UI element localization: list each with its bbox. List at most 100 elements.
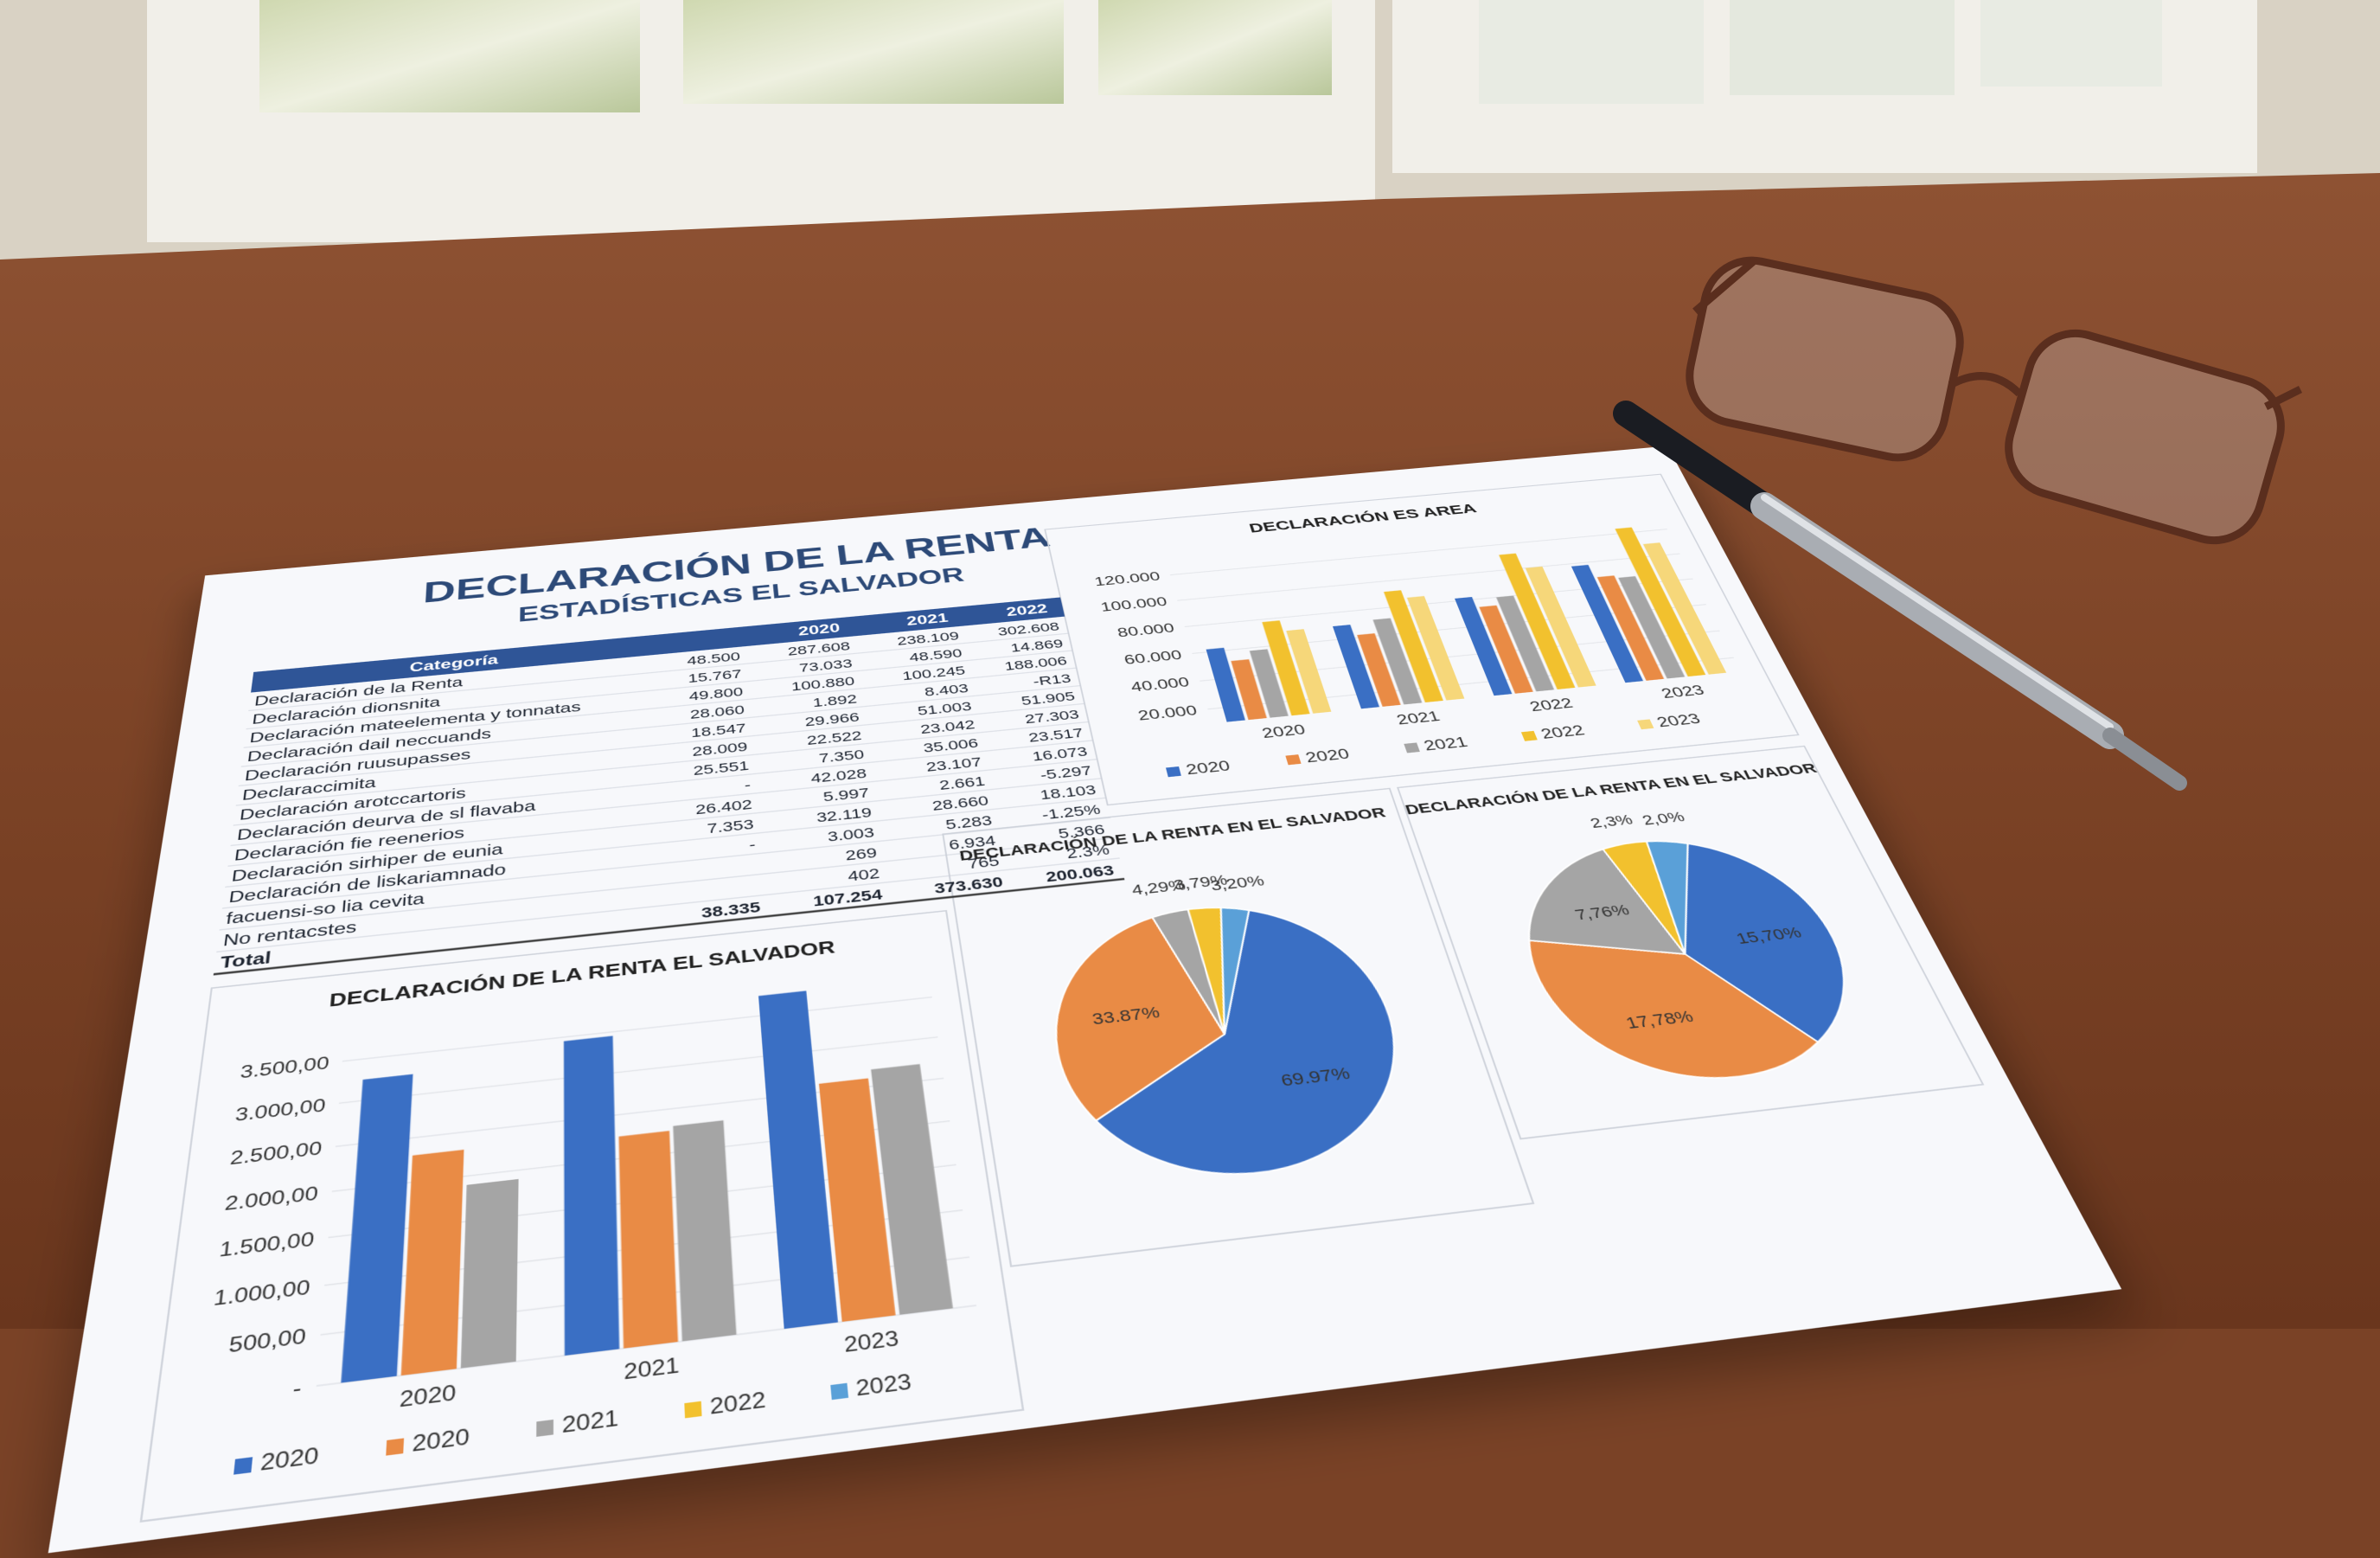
legend-label: 2022: [1539, 723, 1587, 742]
y-tick-label: 1.500,00: [218, 1229, 315, 1262]
table-cell: 48.590: [908, 646, 963, 664]
table-cell: 18.547: [691, 721, 746, 741]
y-tick-label: 60.000: [1123, 648, 1183, 667]
legend-swatch: [536, 1419, 553, 1437]
table-cell: 28.060: [689, 702, 745, 721]
window-pane: [1980, 0, 2162, 87]
table-cell: 42.028: [810, 766, 867, 785]
y-tick-label: 80.000: [1116, 621, 1176, 640]
table-cell: 14.869: [1009, 637, 1064, 655]
pie-label: 2,0%: [1640, 809, 1687, 829]
table-cell: 6.934: [948, 832, 997, 852]
table-cell: 23.042: [919, 717, 976, 736]
chart-title: DECLARACIÓN ES AREA: [1247, 501, 1479, 535]
table-cell: 5.283: [944, 812, 993, 832]
table-cell: 100.880: [790, 674, 855, 694]
table-header: 2020: [797, 621, 841, 638]
x-tick-label: 2020: [399, 1382, 457, 1413]
y-tick-label: 100.000: [1099, 595, 1168, 614]
bar: [563, 1035, 620, 1356]
y-tick-label: 3.000,00: [234, 1095, 326, 1125]
table-cell: 765: [967, 853, 1001, 872]
table-cell: 8.403: [924, 681, 969, 699]
window-pane: [259, 0, 640, 112]
legend-label: 2021: [1422, 734, 1470, 753]
grid-line: [1170, 529, 1667, 575]
table-cell: -R13: [1032, 671, 1072, 689]
pie-slice: [1499, 845, 1686, 970]
table-cell: 32.119: [816, 805, 873, 825]
table-cell: 7.350: [818, 747, 865, 766]
table-cell: 51.003: [917, 699, 973, 718]
table-cell: 2.661: [938, 773, 986, 792]
table-cell: 1.892: [812, 691, 858, 709]
pie-slice: [1525, 915, 1830, 1094]
grid-line: [342, 997, 932, 1061]
legend-swatch: [830, 1382, 849, 1401]
legend-swatch: [1166, 766, 1181, 778]
table-cell: -: [748, 837, 756, 853]
window-pane: [1730, 0, 1955, 95]
y-tick-label: 40.000: [1129, 676, 1191, 696]
legend-label: 2020: [1304, 747, 1352, 766]
pie-slice: [1639, 834, 1881, 1053]
table-cell: 5.366: [1057, 821, 1106, 841]
table-cell: 5.997: [822, 785, 870, 805]
legend-label: 2020: [259, 1444, 320, 1477]
legend-swatch: [1404, 742, 1420, 753]
table-cell: 2.3%: [1065, 842, 1111, 862]
legend-label: 2020: [412, 1425, 470, 1457]
table-cell: 7.353: [707, 816, 754, 836]
table-cell: 27.303: [1024, 707, 1081, 726]
bar: [400, 1149, 464, 1376]
bar: [460, 1178, 519, 1369]
x-tick-label: 2022: [1527, 696, 1575, 715]
legend-label: 2021: [562, 1407, 619, 1439]
legend-swatch: [684, 1401, 702, 1419]
y-tick-label: 2.500,00: [229, 1138, 323, 1170]
y-tick-label: 120.000: [1093, 570, 1161, 589]
table-cell: 269: [845, 844, 878, 863]
y-tick-label: 20.000: [1136, 703, 1199, 724]
table-cell: 26.402: [695, 797, 753, 817]
table-cell: 302.608: [996, 619, 1060, 638]
legend-swatch: [386, 1438, 405, 1456]
pie-slice: [1035, 913, 1243, 1123]
table-cell: 16.073: [1031, 744, 1089, 764]
x-tick-label: 2021: [1395, 709, 1443, 728]
bar: [673, 1120, 737, 1342]
table-cell: 28.660: [931, 792, 990, 813]
table-cell: 238.109: [896, 629, 960, 648]
bar: [341, 1074, 413, 1383]
x-tick-label: 2021: [624, 1354, 680, 1385]
y-tick-label: 2.000,00: [224, 1183, 319, 1215]
legend-swatch: [234, 1457, 253, 1475]
legend-swatch: [1637, 719, 1654, 730]
legend-label: 2023: [854, 1370, 912, 1401]
table-cell: 23.107: [925, 754, 982, 774]
table-cell: 35.006: [922, 735, 979, 755]
table-cell: 15.767: [688, 667, 742, 685]
bar: [758, 991, 838, 1330]
bar: [618, 1131, 679, 1349]
window-pane: [1479, 0, 1704, 104]
y-tick-label: 500,00: [227, 1325, 306, 1358]
table-cell: 29.966: [804, 709, 861, 728]
x-tick-label: 2023: [843, 1327, 900, 1357]
legend-swatch: [1285, 754, 1302, 766]
legend-swatch: [1520, 730, 1538, 741]
table-cell: 188.006: [1003, 654, 1068, 673]
table-header: 2022: [1005, 602, 1048, 619]
table-cell: 18.103: [1039, 782, 1097, 803]
table-header: 2021: [905, 612, 949, 629]
table-cell: 48.500: [687, 650, 740, 668]
legend-label: 2023: [1654, 711, 1703, 730]
y-tick-label: 1.000,00: [213, 1276, 311, 1310]
window-pane: [1098, 0, 1332, 95]
table-cell: 100.245: [901, 664, 966, 683]
pie-slice: [1151, 909, 1224, 1039]
table-cell: 287.608: [787, 639, 851, 658]
table-cell: 73.033: [798, 657, 853, 675]
window-pane: [683, 0, 1064, 104]
